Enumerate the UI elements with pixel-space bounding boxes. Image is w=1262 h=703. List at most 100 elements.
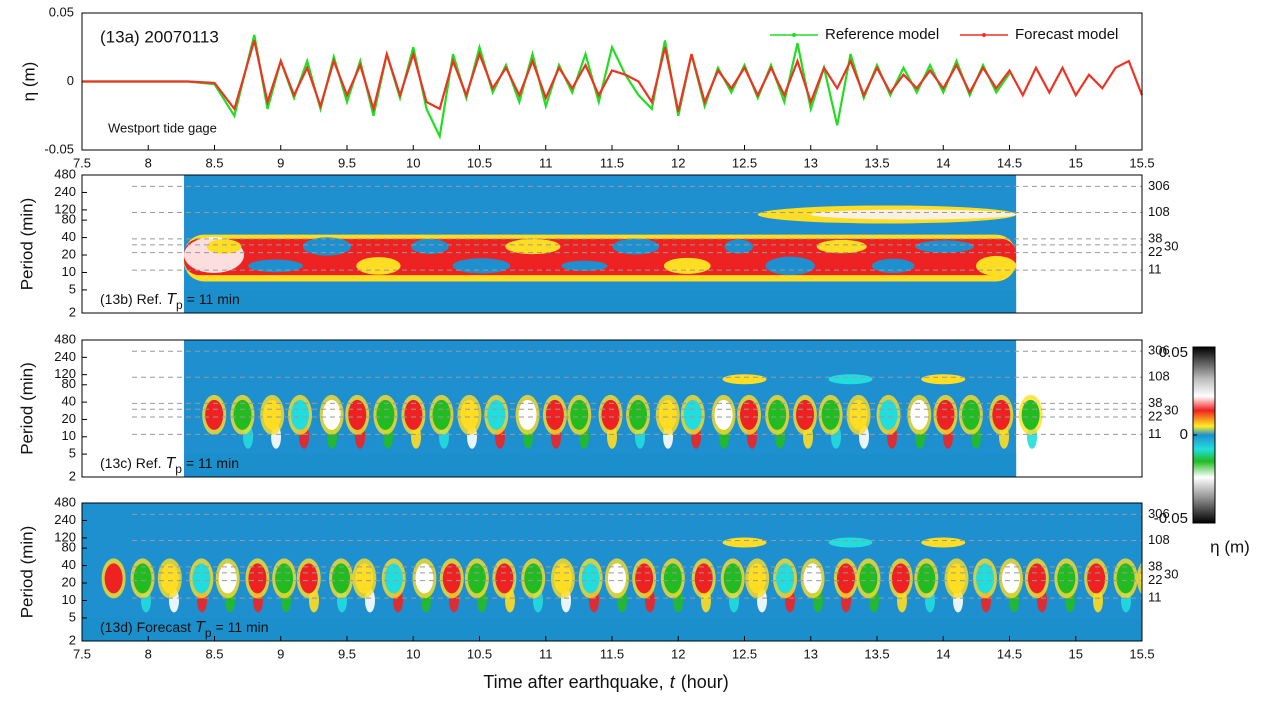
colorbar-tick-label: 0.05: [1159, 344, 1188, 361]
band-hole: [356, 257, 401, 275]
x-tick-label: 10.5: [467, 646, 492, 661]
y-tick-label: 2: [69, 304, 76, 319]
blob: [160, 563, 179, 594]
legend-marker: [792, 33, 796, 37]
axes-box: [81, 12, 1143, 151]
blob: [1139, 568, 1142, 589]
blob-small: [1177, 588, 1187, 612]
blob: [992, 399, 1011, 430]
spectrum-low: [184, 289, 1017, 313]
axes-box: [81, 502, 1143, 642]
period-label: 108: [1148, 204, 1170, 219]
blob: [635, 563, 654, 594]
period-label: 38: [1148, 395, 1162, 410]
band-hole: [663, 257, 711, 274]
blob: [1021, 399, 1040, 430]
x-axis-label: Time after earthquake, t (hour): [483, 672, 728, 692]
x-tick-label: 15: [1069, 646, 1083, 661]
period-label: 306: [1148, 343, 1170, 358]
blob: [1057, 563, 1076, 594]
x-tick-label: 7.5: [73, 646, 91, 661]
panel-label-sub: p: [176, 298, 183, 312]
panel-label-tail: = 11 min: [216, 619, 269, 635]
axes-box: [81, 174, 1143, 314]
panel-label-tail: = 11 min: [187, 291, 240, 307]
blob: [275, 563, 294, 594]
x-tick-label: 11: [539, 646, 553, 661]
blob: [518, 399, 537, 430]
x-tick-label: 12: [671, 646, 685, 661]
period-label: 38: [1148, 230, 1162, 245]
panel-label-text: (13c) Ref.: [100, 455, 161, 471]
y-tick-label: 0: [67, 73, 74, 88]
blob: [460, 399, 479, 430]
blob: [348, 399, 367, 430]
blob: [740, 399, 759, 430]
band-hole: [561, 260, 608, 271]
x-axis-label-part: Time after earthquake,: [483, 672, 663, 692]
blob: [803, 563, 822, 594]
blob-long: [921, 374, 966, 385]
blob: [404, 399, 423, 430]
blob: [936, 399, 955, 430]
period-label: 22: [1148, 244, 1162, 259]
x-tick-label: 9.5: [338, 646, 356, 661]
blob: [859, 563, 878, 594]
blob: [947, 563, 966, 594]
blob: [376, 399, 395, 430]
band-hole: [505, 238, 561, 255]
blob: [355, 563, 374, 594]
axes-box: [81, 339, 1143, 478]
blob: [961, 399, 980, 430]
band-hole: [724, 239, 754, 254]
spectrum-low: [82, 617, 1142, 641]
y-tick-label: 80: [62, 376, 76, 391]
x-tick-label: 13: [804, 646, 818, 661]
y-tick-label: 5: [69, 281, 76, 296]
y-tick-label: 40: [62, 229, 76, 244]
blob: [263, 399, 282, 430]
spectrum: [184, 340, 1066, 477]
y-axis-label: Period (min): [17, 526, 36, 619]
period-label: 11: [1148, 590, 1162, 605]
blob: [917, 563, 936, 594]
blob-long: [828, 537, 873, 548]
blob: [205, 399, 224, 430]
panel-label-sub: p: [205, 626, 212, 640]
blob-long: [921, 537, 966, 548]
x-tick-label: 8.5: [205, 155, 223, 170]
panel-label: (13d) Forecast Tp = 11 min: [100, 619, 269, 640]
blob: [291, 399, 310, 430]
blob: [487, 399, 506, 430]
y-tick-label: -0.05: [44, 141, 74, 156]
blob: [776, 563, 795, 594]
x-tick-label: 9: [277, 155, 284, 170]
x-tick-label: 10: [406, 155, 420, 170]
x-axis-label-part: (hour): [681, 672, 729, 692]
x-tick-label: 7.5: [73, 155, 91, 170]
band-hole: [871, 258, 915, 273]
colorbar-tick-label: 0: [1180, 426, 1188, 443]
spectrum: [184, 175, 1017, 313]
blob: [714, 399, 733, 430]
period-label: 108: [1148, 532, 1170, 547]
y-tick-label: 80: [62, 212, 76, 227]
period-label: 108: [1148, 369, 1170, 384]
panel-label-symbol: T: [195, 619, 206, 636]
x-tick-label: 14: [936, 155, 950, 170]
band-hole: [411, 239, 449, 255]
blob: [1116, 563, 1135, 594]
blob: [683, 399, 702, 430]
x-tick-label: 12: [671, 155, 685, 170]
y-tick-label: 120: [54, 201, 76, 216]
y-tick-label: 2: [69, 632, 76, 647]
x-tick-label: 11: [539, 155, 553, 170]
x-tick-label: 14: [936, 646, 950, 661]
legend-label: Reference model: [825, 26, 939, 43]
y-axis-label: η (m): [19, 62, 38, 102]
blob: [322, 399, 341, 430]
blob-halo: [1136, 561, 1142, 595]
blob: [821, 399, 840, 430]
band-hole: [915, 240, 974, 253]
